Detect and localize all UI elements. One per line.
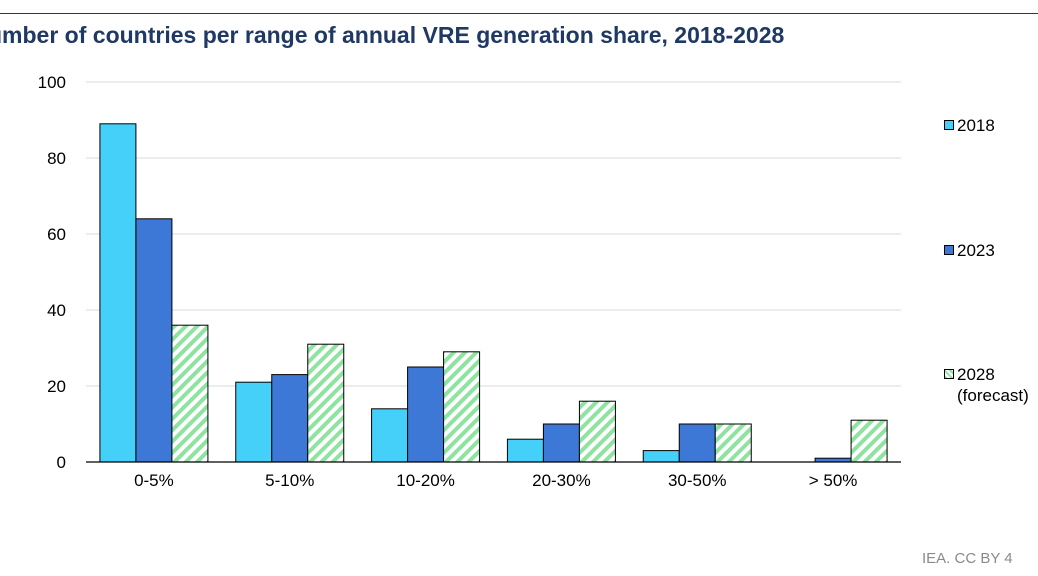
bar — [642, 450, 680, 463]
y-tick-label: 60 — [47, 225, 66, 244]
x-tick-label: 5-10% — [265, 471, 314, 490]
x-tick-label: 10-20% — [396, 471, 455, 490]
legend-swatch-2028-forecast — [944, 369, 954, 379]
y-tick-label: 100 — [38, 73, 66, 92]
bar — [714, 423, 752, 463]
bar — [542, 423, 580, 463]
bar — [578, 400, 616, 463]
y-tick-label: 0 — [57, 453, 66, 472]
legend-swatch-2023 — [944, 245, 954, 255]
x-tick-label: 20-30% — [532, 471, 591, 490]
bar — [99, 123, 137, 463]
bar — [171, 324, 209, 463]
x-tick-label: 0-5% — [134, 471, 174, 490]
bar — [307, 343, 345, 463]
legend-item-2028-forecast: 2028 (forecast) — [944, 364, 1029, 406]
y-tick-label: 20 — [47, 377, 66, 396]
bar — [443, 351, 481, 463]
y-tick-label: 80 — [47, 149, 66, 168]
bar — [135, 218, 173, 463]
legend-item-2018: 2018 — [944, 115, 995, 136]
top-rule — [0, 13, 1038, 14]
bar — [235, 381, 273, 463]
bar-chart: 0 20 40 60 80 100 0-5% 5-10% 10-20% 20-30% 30-50% >… — [38, 73, 901, 490]
bar — [407, 366, 445, 463]
bar — [850, 419, 888, 463]
legend: 2018 2023 2028 (forecast) — [944, 0, 1038, 576]
bar — [678, 423, 716, 463]
x-tick-label: 30-50% — [668, 471, 727, 490]
legend-label: 2028 (forecast) — [957, 365, 1029, 405]
x-tick-label: > 50% — [809, 471, 858, 490]
axes: 0 20 40 60 80 100 0-5% 5-10% 10-20% 20-30% 30-50% >… — [38, 73, 901, 490]
legend-label: 2018 — [957, 116, 995, 135]
bar — [271, 374, 309, 463]
legend-item-2023: 2023 — [944, 240, 995, 261]
legend-swatch-2018 — [944, 120, 954, 130]
source-note: IEA. CC BY 4 — [922, 550, 1013, 567]
y-tick-label: 40 — [47, 301, 66, 320]
legend-label: 2023 — [957, 241, 995, 260]
gridlines — [86, 81, 901, 387]
chart-title: umber of countries per range of annual V… — [0, 22, 785, 48]
bars — [99, 123, 888, 463]
bar — [506, 438, 544, 463]
bar — [371, 408, 409, 463]
